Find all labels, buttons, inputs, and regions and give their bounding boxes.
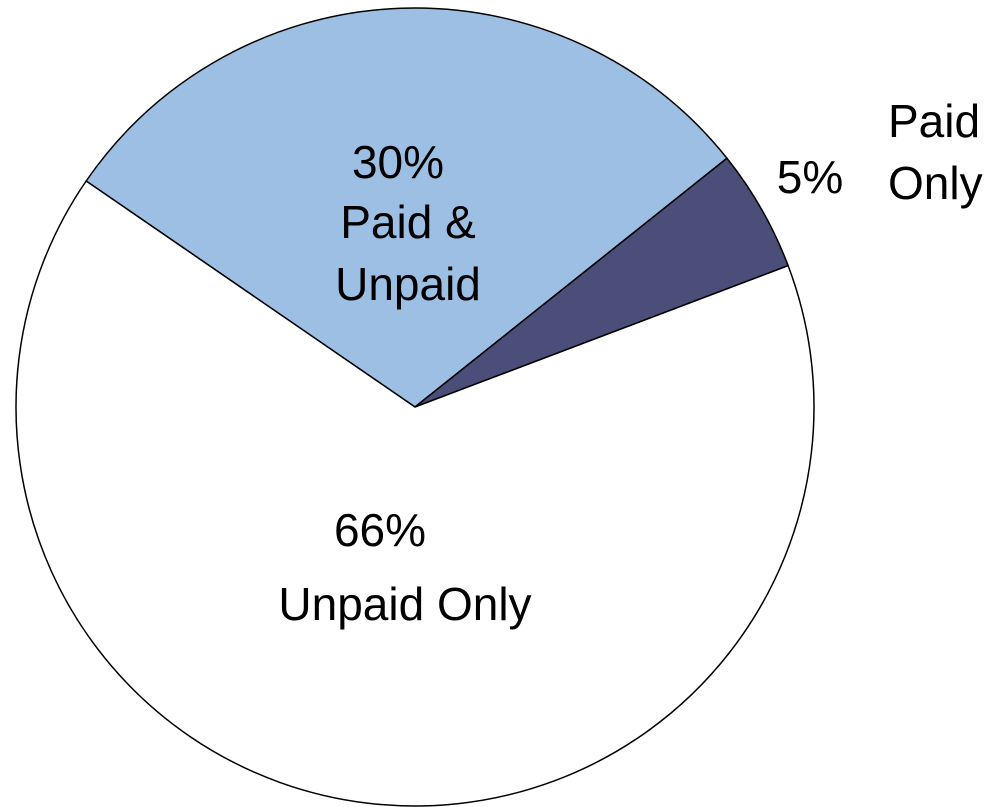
value-label: 66% [333,504,427,556]
value-label: 30% [351,136,445,188]
slice-label: Unpaid Only [278,578,532,630]
value-label: 5% [776,151,844,203]
pie-slice [85,7,729,408]
pie-slice [15,179,815,807]
slice-label: Paid & Unpaid [335,196,481,310]
slice-label: Paid Only [888,95,983,209]
